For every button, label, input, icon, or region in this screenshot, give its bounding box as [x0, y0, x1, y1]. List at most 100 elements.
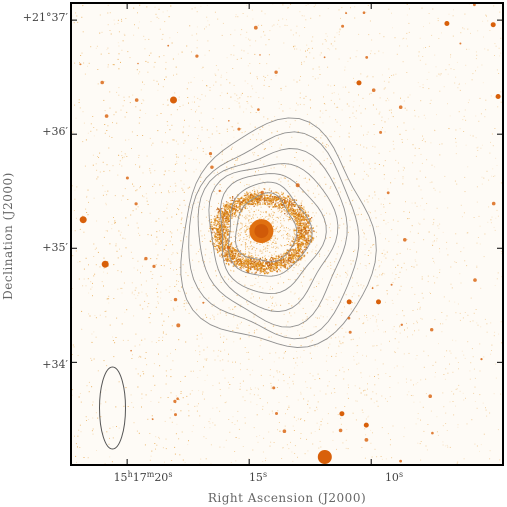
grain-point [453, 69, 455, 70]
grain-point [88, 419, 90, 420]
grain-point [370, 429, 372, 431]
ring-point [278, 268, 280, 270]
ring-point [234, 213, 236, 215]
grain-point [500, 393, 501, 395]
ring-point [222, 213, 224, 215]
grain-point [443, 374, 445, 375]
grain-point [156, 114, 158, 116]
grain-point [345, 294, 347, 296]
halo-point [196, 47, 198, 49]
ring-point [296, 224, 298, 226]
grain-point [385, 458, 387, 460]
grain-point [434, 189, 436, 191]
halo-point [255, 322, 257, 324]
ring-point [270, 262, 272, 264]
grain-point [343, 371, 345, 373]
grain-point [353, 355, 355, 357]
grain-point [391, 112, 392, 114]
grain-point [137, 373, 139, 375]
grain-point [480, 287, 482, 289]
grain-point [212, 407, 214, 409]
grain-point [336, 32, 338, 34]
grain-point [195, 168, 197, 170]
grain-point [209, 87, 211, 88]
ring-point [222, 250, 225, 253]
ring-point [224, 218, 226, 220]
halo-point [369, 168, 371, 169]
halo-point [409, 211, 410, 213]
ring-point [237, 198, 239, 200]
grain-point [243, 50, 245, 52]
grain-point [493, 226, 495, 228]
halo-point [197, 147, 198, 149]
grain-point [466, 423, 468, 425]
grain-point [197, 377, 199, 378]
grain-point [483, 36, 484, 38]
grain-point [358, 295, 360, 297]
halo-point [198, 190, 200, 192]
ring-point [255, 268, 257, 270]
grain-point [110, 33, 112, 35]
ring-point [245, 262, 247, 264]
grain-point [153, 183, 155, 185]
halo-point [168, 170, 170, 172]
grain-point [224, 377, 226, 379]
grain-point [257, 387, 259, 389]
ring-point [241, 211, 243, 213]
grain-point [215, 65, 217, 66]
grain-point [240, 34, 242, 36]
grain-point [312, 231, 314, 233]
ring-point [224, 235, 226, 238]
grain-point [286, 444, 288, 446]
halo-point [303, 398, 305, 400]
grain-point [121, 199, 122, 201]
ring-point [250, 192, 252, 195]
ring-point [305, 229, 307, 232]
grain-point [347, 448, 349, 450]
grain-point [105, 202, 107, 204]
grain-point [248, 324, 250, 326]
grain-point [409, 94, 411, 96]
halo-point [176, 156, 178, 158]
grain-point [472, 73, 474, 75]
ring-point [264, 191, 266, 194]
ring-point [307, 234, 309, 236]
halo-point [104, 132, 106, 134]
halo-point [337, 107, 339, 108]
halo-point [304, 27, 306, 28]
grain-point [148, 38, 150, 40]
grain-point [478, 215, 480, 217]
grain-point [316, 281, 318, 283]
grain-point [319, 15, 321, 17]
grain-point [277, 379, 279, 381]
halo-point [226, 128, 228, 130]
grain-point [262, 143, 264, 145]
grain-point [180, 393, 182, 394]
grain-point [209, 418, 211, 420]
halo-point [313, 171, 315, 173]
ring-point [269, 198, 272, 200]
grain-point [180, 249, 182, 251]
grain-point [425, 47, 426, 48]
halo-point [87, 278, 89, 280]
grain-point [234, 29, 236, 31]
ring-point [223, 247, 225, 250]
ring-point [232, 255, 234, 257]
grain-point [496, 278, 498, 280]
halo-point [185, 302, 187, 304]
grain-point [363, 170, 365, 172]
grain-point [80, 55, 82, 56]
halo-point [372, 244, 374, 246]
grain-point [193, 370, 194, 372]
grain-point [136, 430, 138, 432]
grain-point [162, 11, 164, 13]
grain-point [281, 224, 283, 226]
grain-point [342, 442, 344, 444]
grain-point [141, 102, 143, 104]
grain-point [97, 69, 99, 70]
halo-point [303, 104, 305, 106]
halo-point [226, 254, 228, 256]
ring-point [239, 201, 242, 203]
halo-point [384, 331, 386, 333]
halo-point [359, 387, 361, 389]
